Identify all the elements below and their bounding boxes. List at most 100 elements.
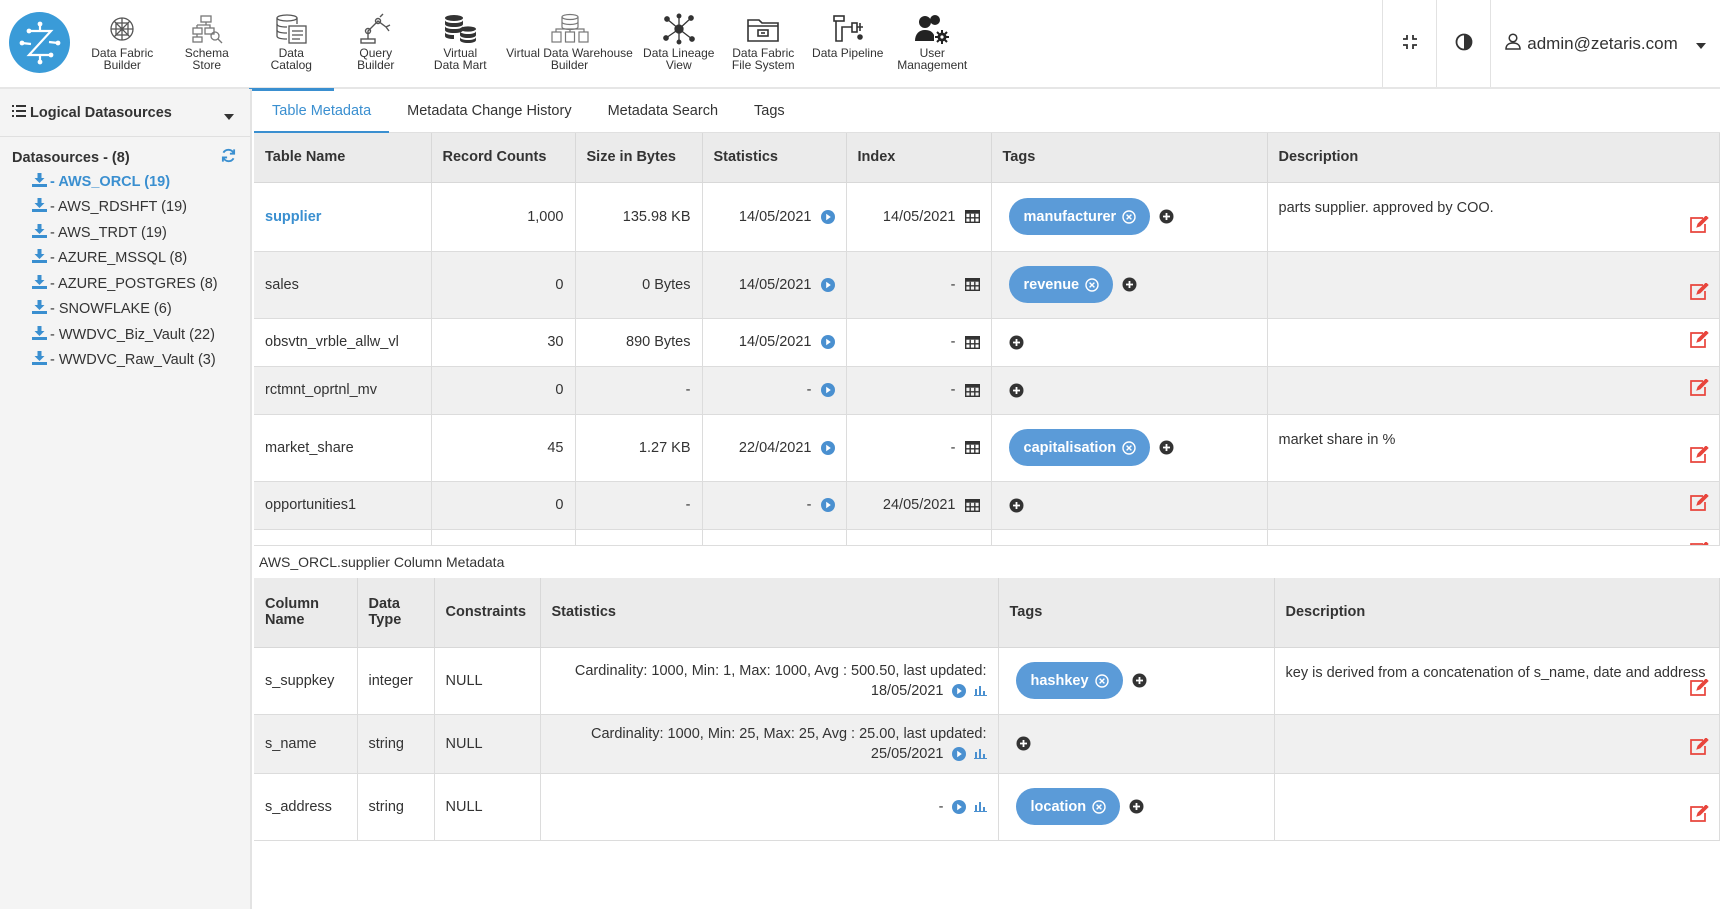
tag-pill[interactable]: revenue: [1008, 266, 1114, 303]
add-tag-icon[interactable]: [1159, 209, 1174, 224]
table-row[interactable]: opportunities1 0- -24/05/2021: [254, 481, 1720, 530]
edit-icon[interactable]: [1690, 377, 1709, 400]
table-row[interactable]: sales 0 0 Bytes 14/05/2021 - revenue: [254, 251, 1720, 319]
tab-metadata-search[interactable]: Metadata Search: [607, 103, 719, 119]
table-row[interactable]: s_name string NULL Cardinality: 1000, Min: …: [254, 714, 1720, 774]
remove-tag-icon[interactable]: [1122, 209, 1136, 224]
add-tag-icon[interactable]: [1009, 498, 1024, 513]
datasource-item[interactable]: - WWDVC_Raw_Vault (3): [32, 348, 250, 374]
caret-down-icon[interactable]: [224, 108, 234, 124]
remove-tag-icon[interactable]: [1122, 440, 1136, 455]
table-row[interactable]: s_address string NULL - location: [254, 773, 1720, 841]
column-header[interactable]: Description: [1267, 133, 1720, 183]
nav-virtual-data-warehouse-builder[interactable]: Virtual Data Warehouse Builder: [503, 0, 637, 89]
add-tag-icon[interactable]: [1016, 736, 1031, 751]
run-statistics-icon[interactable]: [951, 799, 966, 814]
column-name-cell[interactable]: s_address: [254, 773, 358, 841]
table-row[interactable]: obsvtn_vrble_allw_vl 30 890 Bytes 14/05/202…: [254, 318, 1720, 367]
column-header[interactable]: Statistics: [540, 578, 999, 648]
table-icon[interactable]: [964, 278, 980, 291]
run-statistics-icon[interactable]: [820, 335, 835, 349]
add-tag-icon[interactable]: [1132, 673, 1147, 688]
column-header[interactable]: Tags: [998, 578, 1275, 648]
nav-schema-store[interactable]: Schema Store: [165, 0, 250, 89]
table-name-cell[interactable]: sales: [254, 251, 432, 319]
remove-tag-icon[interactable]: [1094, 673, 1109, 688]
edit-icon[interactable]: [1690, 677, 1709, 700]
nav-data-fabric-builder[interactable]: Data Fabric Builder: [80, 0, 165, 89]
tag-pill[interactable]: hashkey: [1015, 662, 1123, 699]
datasource-item[interactable]: - SNOWFLAKE (6): [32, 297, 250, 323]
zetaris-logo-icon[interactable]: [9, 12, 70, 73]
column-name-cell[interactable]: s_suppkey: [254, 647, 358, 715]
bar-chart-icon[interactable]: [973, 748, 987, 759]
tag-pill[interactable]: location: [1015, 788, 1121, 825]
table-name-cell[interactable]: rctmnt_oprtnl_mv: [254, 366, 432, 415]
sidebar-header[interactable]: Logical Datasources: [0, 89, 250, 137]
tab-table-metadata[interactable]: Table Metadata: [254, 89, 390, 134]
table-row[interactable]: supplier 1,000 135.98 KB 14/05/2021 14/05/20…: [254, 182, 1720, 252]
table-row[interactable]: market_share 45 1.27 KB 22/04/2021 - capitali…: [254, 414, 1720, 482]
refresh-icon[interactable]: [221, 148, 236, 167]
table-name-cell[interactable]: measure_date: [254, 529, 432, 545]
table-metadata-panel[interactable]: Table Name Record Counts Size in Bytes Stat…: [254, 133, 1720, 546]
column-header[interactable]: Table Name: [254, 133, 432, 183]
run-statistics-icon[interactable]: [820, 277, 835, 292]
tag-pill[interactable]: capitalisation: [1008, 429, 1151, 466]
column-header[interactable]: Constraints: [434, 578, 541, 648]
datasource-item[interactable]: - AWS_RDSHFT (19): [32, 195, 250, 221]
nav-query-builder[interactable]: Query Builder: [334, 0, 419, 89]
edit-icon[interactable]: [1690, 492, 1709, 515]
edit-icon[interactable]: [1690, 736, 1709, 759]
column-header[interactable]: Index: [846, 133, 992, 183]
column-header[interactable]: Size in Bytes: [575, 133, 703, 183]
nav-user-management[interactable]: User Management: [890, 0, 975, 89]
table-icon[interactable]: [964, 498, 980, 512]
run-statistics-icon[interactable]: [820, 498, 835, 512]
add-tag-icon[interactable]: [1122, 277, 1137, 292]
column-header[interactable]: Data Type: [357, 578, 435, 648]
column-metadata-panel[interactable]: Column Name Data Type Constraints Statistic…: [254, 578, 1720, 909]
datasource-item[interactable]: - AZURE_POSTGRES (8): [32, 271, 250, 297]
bar-chart-icon[interactable]: [973, 801, 987, 812]
user-menu[interactable]: admin@zetaris.com: [1490, 0, 1720, 87]
bar-chart-icon[interactable]: [973, 685, 987, 696]
add-tag-icon[interactable]: [1009, 546, 1024, 547]
column-header[interactable]: Column Name: [254, 578, 358, 648]
edit-icon[interactable]: [1690, 214, 1709, 237]
collapse-button[interactable]: [1382, 0, 1436, 87]
column-header[interactable]: Description: [1274, 578, 1720, 648]
nav-data-pipeline[interactable]: Data Pipeline: [806, 0, 891, 89]
table-name-cell[interactable]: supplier: [254, 182, 432, 252]
run-statistics-icon[interactable]: [820, 209, 835, 224]
add-tag-icon[interactable]: [1129, 799, 1144, 814]
column-header[interactable]: Record Counts: [431, 133, 576, 183]
tag-pill[interactable]: manufacturer: [1008, 198, 1151, 235]
edit-icon[interactable]: [1690, 540, 1709, 545]
table-name-cell[interactable]: obsvtn_vrble_allw_vl: [254, 318, 432, 367]
datasource-item[interactable]: - AWS_ORCL (19): [32, 169, 250, 195]
run-statistics-icon[interactable]: [951, 683, 966, 698]
tab-tags[interactable]: Tags: [754, 103, 785, 119]
datasource-item[interactable]: - AZURE_MSSQL (8): [32, 246, 250, 272]
edit-icon[interactable]: [1690, 329, 1709, 352]
nav-data-catalog[interactable]: Data Catalog: [249, 0, 334, 91]
table-row[interactable]: rctmnt_oprtnl_mv 0- - -: [254, 366, 1720, 415]
table-name-cell[interactable]: opportunities1: [254, 481, 432, 530]
column-header[interactable]: Statistics: [702, 133, 847, 183]
add-tag-icon[interactable]: [1009, 335, 1024, 350]
theme-toggle-button[interactable]: [1436, 0, 1490, 87]
edit-icon[interactable]: [1690, 803, 1709, 826]
column-header[interactable]: Tags: [991, 133, 1268, 183]
datasource-item[interactable]: - AWS_TRDT (19): [32, 220, 250, 246]
nav-data-fabric-file-system[interactable]: Data Fabric File System: [721, 0, 806, 89]
run-statistics-icon[interactable]: [951, 746, 966, 761]
remove-tag-icon[interactable]: [1085, 277, 1099, 292]
table-row[interactable]: measure_date3231.26 KB 21/05/2021 -: [254, 529, 1720, 547]
datasource-item[interactable]: - WWDVC_Biz_Vault (22): [32, 322, 250, 348]
add-tag-icon[interactable]: [1009, 383, 1024, 398]
table-icon[interactable]: [964, 210, 980, 223]
add-tag-icon[interactable]: [1159, 440, 1174, 455]
nav-data-lineage-view[interactable]: Data Lineage View: [637, 0, 722, 89]
edit-icon[interactable]: [1690, 281, 1709, 304]
